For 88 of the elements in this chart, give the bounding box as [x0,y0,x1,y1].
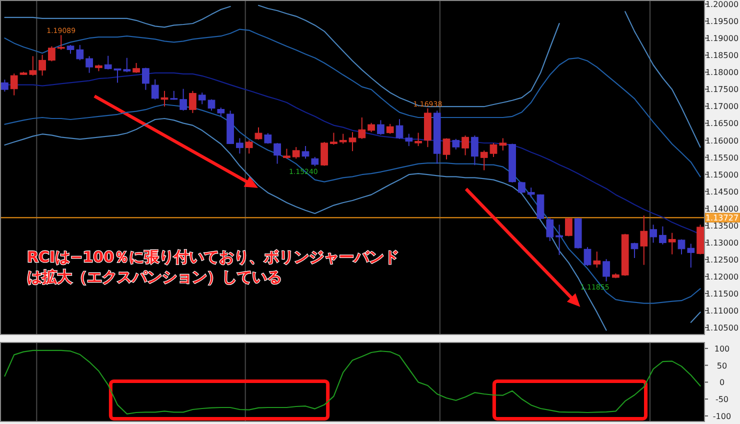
ref-line-label: 1.13727 [705,214,739,223]
candlestick [132,62,140,74]
candlestick [114,68,122,84]
candlestick [302,146,310,160]
candlestick [151,78,159,100]
y-tick-label: 1.14000 [705,204,739,214]
candlestick [123,57,131,73]
candlestick [57,34,65,50]
candlestick [452,138,460,150]
candlestick [499,138,507,151]
candlestick [38,54,46,76]
candlestick [405,133,413,147]
candlestick [368,122,375,133]
candlestick [640,215,648,266]
candlestick [659,226,666,245]
y-tick-label: 1.13500 [705,221,739,230]
candlestick [687,243,695,268]
candlestick [556,224,563,256]
y-tick-label: 1.15500 [705,153,739,162]
candlestick [386,123,394,134]
candlestick [414,132,422,147]
candlestick [198,92,206,105]
candlestick [76,44,84,61]
candlestick [462,135,469,156]
candlestick [292,146,300,160]
y-tick-label: 1.11500 [705,289,739,298]
candlestick [104,55,112,70]
candlestick [311,156,319,167]
candlestick [536,194,544,220]
candlestick [1,79,8,92]
candlestick [339,133,347,144]
candlestick [650,224,657,244]
y-tick-label: 100 [714,344,730,354]
candlestick [630,242,638,259]
candlestick [396,118,404,140]
y-tick-label: 1.19000 [705,34,739,44]
y-tick-label: 1.14500 [705,187,739,196]
y-tick-label: 1.16000 [705,136,739,146]
line-series [4,350,701,414]
y-tick-label: 0 [719,378,725,388]
candlestick [208,98,216,112]
y-tick-label: -100 [712,412,732,421]
y-tick-label: 1.13000 [705,238,739,248]
candlestick [254,126,262,140]
y-tick-label: 1.16500 [705,119,739,128]
line-series [4,28,701,178]
candlestick [480,150,488,171]
candlestick [584,246,592,266]
candlestick [678,238,686,255]
candlestick [471,135,478,166]
candlestick [86,56,93,74]
y-tick-label: 1.11000 [705,306,739,316]
y-tick-label: 1.17500 [705,85,739,94]
candlestick [29,56,37,76]
candlestick [180,88,187,112]
y-tick-label: 1.15000 [705,170,739,180]
y-tick-label: 1.19500 [705,17,739,26]
candlestick [189,90,196,114]
y-tick-label: 1.12000 [705,272,739,282]
candlestick [490,142,498,158]
candlestick [245,140,253,154]
y-tick-label: 1.20000 [705,0,739,10]
candlestick [10,73,18,96]
candlestick [527,187,535,198]
candlestick [320,141,328,166]
y-tick-label: -50 [715,395,729,404]
y-tick-label: 1.18500 [705,51,739,60]
candlestick [48,46,56,62]
candlestick [283,148,290,160]
candlestick [565,217,572,237]
y-tick-label: 50 [716,361,728,370]
y-tick-label: 1.10500 [705,324,739,333]
candlestick [274,142,281,164]
annotation: RCIは−100％に張り付いており、ボリンジャーバンドは拡大（エクスパンション）している [27,248,400,286]
candlestick [142,67,150,90]
y-tick-label: 1.17000 [705,102,739,112]
candlestick [348,132,356,152]
candlestick [358,116,366,140]
candlestick [377,120,384,136]
candlestick [236,138,244,154]
candlestick [442,138,450,160]
candlestick [668,232,676,255]
candlestick [602,258,610,282]
y-tick-label: 1.12500 [705,255,739,264]
candlestick [593,251,601,268]
y-tick-label: 1.18000 [705,68,739,78]
candlestick [330,132,338,146]
candlestick [546,217,554,242]
